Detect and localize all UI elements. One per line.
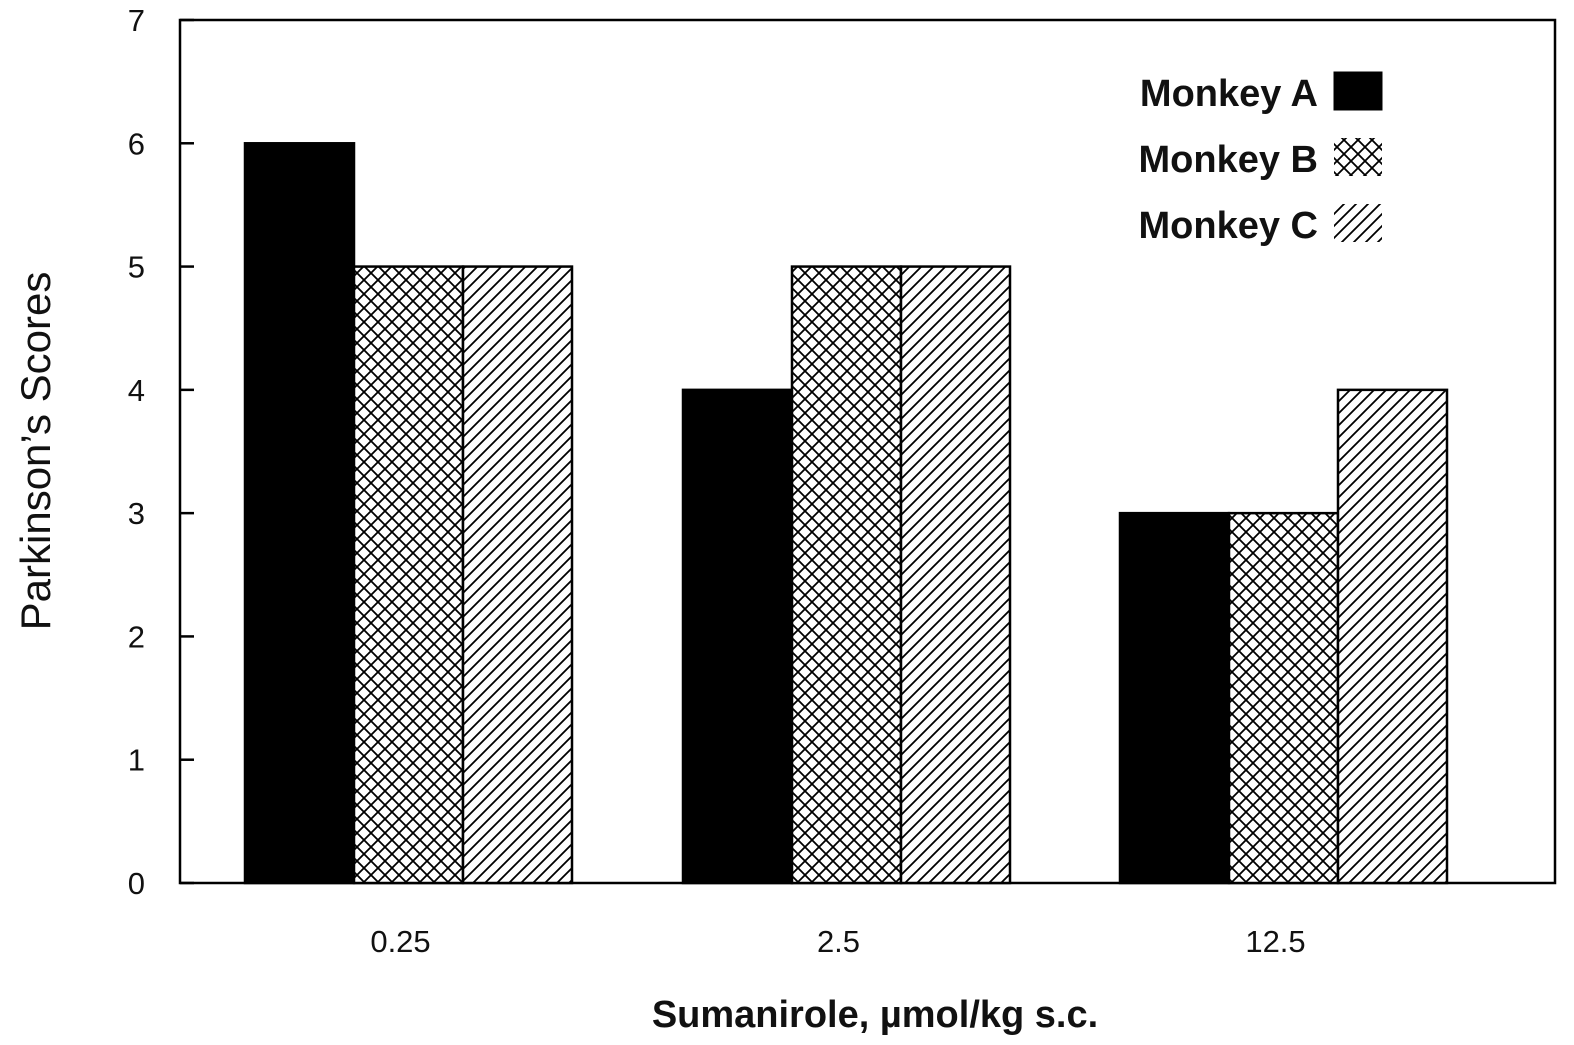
bar-monkey-b-0.25 bbox=[352, 265, 465, 885]
x-tick-label: 0.25 bbox=[370, 924, 430, 959]
legend-swatch-monkey-b bbox=[1334, 138, 1382, 176]
x-axis-title: Sumanirole, µmol/kg s.c. bbox=[652, 994, 1098, 1036]
y-axis-title: Parkinson’s Scores bbox=[12, 272, 59, 631]
legend-label: Monkey B bbox=[1139, 139, 1318, 181]
x-tick-label: 12.5 bbox=[1245, 924, 1305, 959]
bar-monkey-c-0.25 bbox=[461, 265, 574, 885]
legend-label: Monkey C bbox=[1139, 205, 1318, 247]
x-axis-ticks: 0.25 2.5 12.5 bbox=[370, 924, 1305, 959]
bars-group bbox=[243, 142, 1449, 885]
y-tick-label: 0 bbox=[128, 866, 145, 901]
legend-swatch-monkey-c bbox=[1334, 204, 1382, 242]
y-tick-label: 4 bbox=[128, 373, 145, 408]
y-tick-label: 3 bbox=[128, 496, 145, 531]
bar-monkey-c-12.5 bbox=[1336, 388, 1449, 885]
bar-monkey-a-0.25 bbox=[243, 142, 356, 885]
y-tick-label: 5 bbox=[128, 250, 145, 285]
legend-swatch-monkey-a bbox=[1333, 71, 1383, 111]
bar-monkey-a-12.5 bbox=[1118, 511, 1231, 885]
y-tick-label: 2 bbox=[128, 619, 145, 654]
bar-monkey-b-12.5 bbox=[1227, 511, 1340, 885]
bar-monkey-a-2.5 bbox=[681, 388, 794, 885]
x-tick-label: 2.5 bbox=[817, 924, 860, 959]
legend: Monkey A Monkey B Monkey C bbox=[1139, 71, 1383, 247]
bar-monkey-c-2.5 bbox=[899, 265, 1012, 885]
legend-label: Monkey A bbox=[1140, 73, 1318, 115]
y-axis-ticks: 0 1 2 3 4 5 6 7 bbox=[128, 3, 194, 901]
y-tick-label: 7 bbox=[128, 3, 145, 38]
y-tick-label: 1 bbox=[128, 743, 145, 778]
bar-monkey-b-2.5 bbox=[790, 265, 903, 885]
y-tick-label: 6 bbox=[128, 126, 145, 161]
